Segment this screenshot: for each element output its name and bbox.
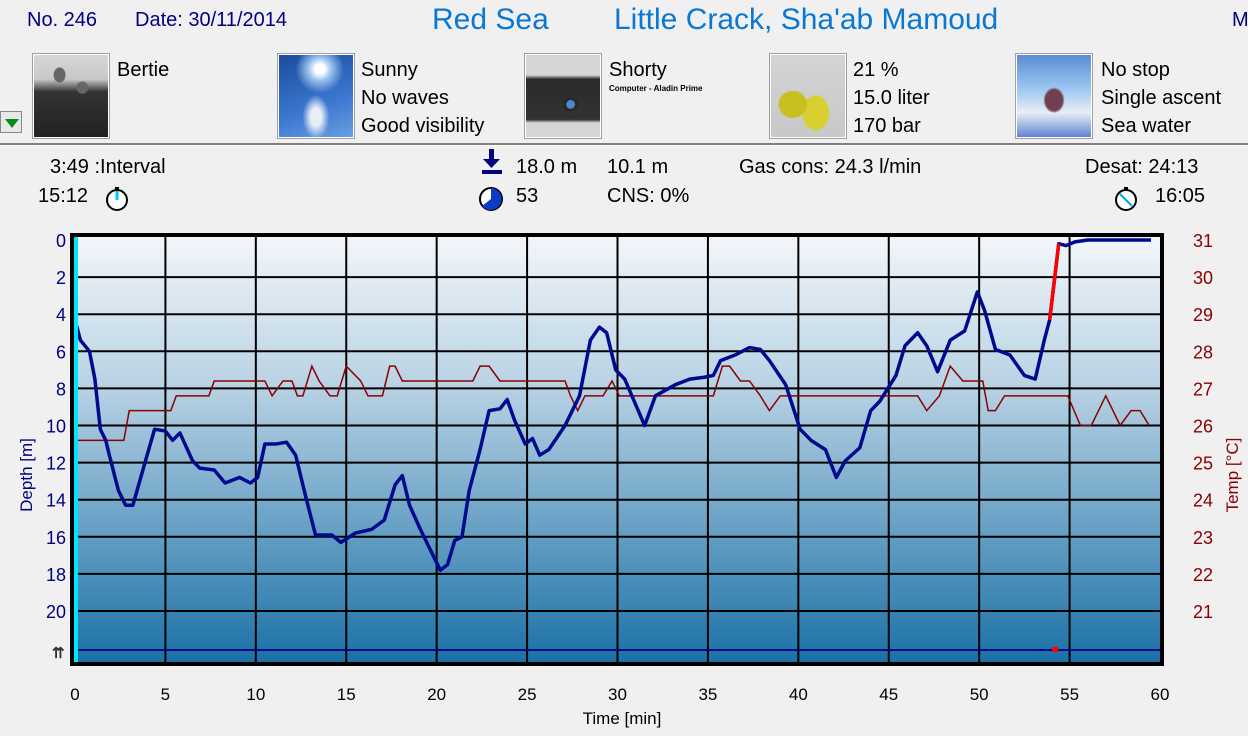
y-tick-label: 20 [46,602,66,622]
x-tick-label: 0 [70,685,79,704]
stopwatch-end-icon [1115,187,1137,211]
x-tick-label: 55 [1060,685,1079,704]
computer-note: Computer - Aladin Prime [609,84,703,93]
ascent-arrows-icon: ⇈ [52,645,65,662]
y-axis-label: Depth [m] [17,438,36,512]
x-tick-label: 35 [698,685,717,704]
y2-tick-label: 21 [1193,602,1213,622]
y2-axis-label: Temp [°C] [1223,438,1242,513]
x-tick-label: 25 [518,685,537,704]
y2-tick-label: 28 [1193,342,1213,362]
x-tick-label: 10 [246,685,265,704]
divers-photo-icon[interactable] [32,53,110,139]
dive-region: Red Sea [432,3,549,36]
x-tick-label: 45 [879,685,898,704]
y2-tick-label: 27 [1193,379,1213,399]
y-tick-label: 6 [56,342,66,362]
y-tick-label: 12 [46,454,66,474]
x-tick-label: 60 [1151,685,1170,704]
axis-ticks: 0 5 10 15 20 25 30 35 40 45 50 55 600246810121416182… [46,231,1213,704]
water-type-text: Sea water [1101,115,1192,137]
y-tick-label: 2 [56,268,66,288]
ascent-type-text: Single ascent [1101,87,1222,109]
equipment-info: Shorty Computer - Aladin Prime [609,56,764,94]
avg-depth: 10.1 m [607,156,669,178]
y-tick-label: 18 [46,565,66,585]
max-depth: 18.0 m [516,156,578,178]
weather-text: Sunny [361,59,418,81]
dive-site: Little Crack, Sha'ab Mamoud [614,3,999,36]
conditions-info: Sunny No waves Good visibility [361,56,484,140]
visibility-text: Good visibility [361,115,485,137]
waves-text: No waves [361,87,449,109]
depth-series-line [73,238,1151,572]
grid [74,237,1160,664]
y2-tick-label: 23 [1193,528,1213,548]
tank-pressure-text: 170 bar [853,115,921,137]
y2-tick-label: 26 [1193,417,1213,437]
deco-text: No stop [1101,59,1170,81]
desaturation-time: Desat: 24:13 [1085,156,1199,178]
surface-interval: 3:49 :Interval [50,156,166,178]
oxygen-text: 21 % [853,59,899,81]
divider [0,143,1248,146]
y-tick-label: 16 [46,528,66,548]
x-tick-label: 5 [161,685,170,704]
dive-number: No. 246 [27,9,98,31]
max-depth-icon [482,149,502,174]
tank-volume-text: 15.0 liter [853,87,930,109]
y2-tick-label: 22 [1193,565,1213,585]
tanks-icon[interactable] [769,53,847,139]
y2-tick-label: 30 [1193,268,1213,288]
x-tick-label: 20 [427,685,446,704]
y-tick-label: 4 [56,305,66,325]
y-tick-label: 14 [46,491,66,511]
truncated-header-text: M [1232,9,1248,31]
y-tick-label: 8 [56,379,66,399]
y2-tick-label: 29 [1193,305,1213,325]
exit-time: 16:05 [1155,185,1206,207]
tank-info: 21 % 15.0 liter 170 bar [853,56,930,140]
y-tick-label: 0 [56,231,66,251]
x-axis-label: Time [min] [583,709,662,728]
plot-frame [70,233,1164,666]
x-tick-label: 50 [970,685,989,704]
dive-type-info: No stop Single ascent Sea water [1101,56,1221,140]
y-tick-label: 10 [46,417,66,437]
sky-photo-icon[interactable] [277,53,355,139]
x-tick-label: 40 [789,685,808,704]
dropdown-toggle-button[interactable] [0,111,22,133]
stopwatch-start-icon [106,187,128,211]
dive-duration: 53 [516,185,539,207]
buddy-info: Bertie [117,56,169,84]
y2-tick-label: 31 [1193,231,1213,251]
dive-date: Date: 30/11/2014 [135,9,287,31]
x-tick-label: 15 [337,685,356,704]
cns-value: CNS: 0% [607,185,690,207]
entry-time: 15:12 [38,185,89,207]
x-tick-label: 30 [608,685,627,704]
y2-tick-label: 24 [1193,491,1213,511]
diver-photo-icon[interactable] [1015,53,1093,139]
buddy-name: Bertie [117,59,170,81]
ascent-warning-segment [1047,243,1061,320]
ascent-warning-marker [1052,647,1059,652]
y2-tick-label: 25 [1193,454,1213,474]
dive-bag-icon[interactable] [524,53,602,139]
suit-text: Shorty [609,59,667,81]
dive-duration-icon [479,187,503,211]
time-cursor[interactable] [74,237,78,664]
gas-consumption: Gas cons: 24.3 l/min [739,156,922,178]
